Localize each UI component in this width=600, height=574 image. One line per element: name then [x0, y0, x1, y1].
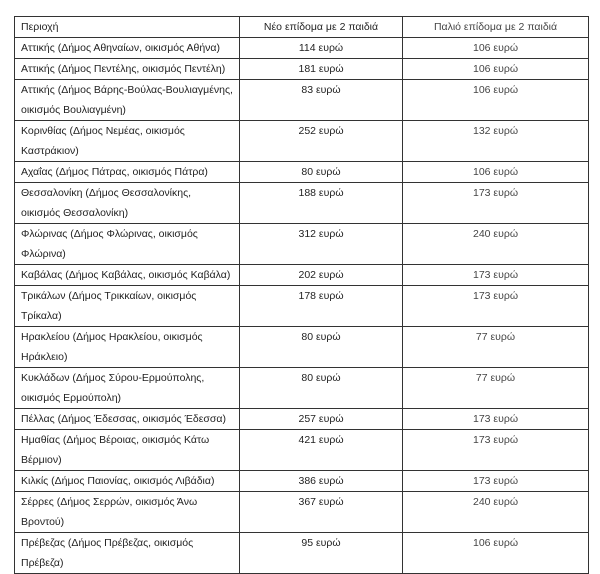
cell-region: Αττικής (Δήμος Αθηναίων, οικισμός Αθήνα)	[14, 37, 240, 59]
table-row: Καβάλας (Δήμος Καβάλας, οικισμός Καβάλα)…	[14, 264, 589, 286]
cell-region: Θεσσαλονίκη (Δήμος Θεσσαλονίκης, οικισμό…	[14, 182, 240, 224]
cell-old-allowance: 106 ευρώ	[402, 37, 589, 59]
cell-new-allowance: 181 ευρώ	[239, 58, 403, 80]
cell-old-allowance: 77 ευρώ	[402, 367, 589, 409]
table-body: Αττικής (Δήμος Αθηναίων, οικισμός Αθήνα)…	[14, 37, 589, 574]
cell-region: Καβάλας (Δήμος Καβάλας, οικισμός Καβάλα)	[14, 264, 240, 286]
table-row: Θεσσαλονίκη (Δήμος Θεσσαλονίκης, οικισμό…	[14, 182, 589, 224]
cell-region: Τρικάλων (Δήμος Τρικκαίων, οικισμός Τρίκ…	[14, 285, 240, 327]
table-row: Κυκλάδων (Δήμος Σύρου-Ερμούπολης, οικισμ…	[14, 367, 589, 409]
cell-new-allowance: 95 ευρώ	[239, 532, 403, 574]
cell-region: Αττικής (Δήμος Πεντέλης, οικισμός Πεντέλ…	[14, 58, 240, 80]
cell-new-allowance: 252 ευρώ	[239, 120, 403, 162]
cell-region: Ηρακλείου (Δήμος Ηρακλείου, οικισμός Ηρά…	[14, 326, 240, 368]
table-row: Αττικής (Δήμος Πεντέλης, οικισμός Πεντέλ…	[14, 58, 589, 80]
cell-region: Σέρρες (Δήμος Σερρών, οικισμός Άνω Βροντ…	[14, 491, 240, 533]
allowance-table: Περιοχή Νέο επίδομα με 2 παιδιά Παλιό επ…	[14, 16, 589, 574]
cell-old-allowance: 173 ευρώ	[402, 182, 589, 224]
table-row: Πέλλας (Δήμος Έδεσσας, οικισμός Έδεσσα) 2…	[14, 408, 589, 430]
cell-region: Κυκλάδων (Δήμος Σύρου-Ερμούπολης, οικισμ…	[14, 367, 240, 409]
table-row: Κορινθίας (Δήμος Νεμέας, οικισμός Καστρά…	[14, 120, 589, 162]
cell-new-allowance: 312 ευρώ	[239, 223, 403, 265]
cell-new-allowance: 114 ευρώ	[239, 37, 403, 59]
cell-region: Αχαΐας (Δήμος Πάτρας, οικισμός Πάτρα)	[14, 161, 240, 183]
table-row: Πρέβεζας (Δήμος Πρέβεζας, οικισμός Πρέβε…	[14, 532, 589, 574]
cell-new-allowance: 257 ευρώ	[239, 408, 403, 430]
cell-region: Ημαθίας (Δήμος Βέροιας, οικισμός Κάτω Βέ…	[14, 429, 240, 471]
cell-old-allowance: 173 ευρώ	[402, 285, 589, 327]
cell-old-allowance: 240 ευρώ	[402, 491, 589, 533]
table-row: Ημαθίας (Δήμος Βέροιας, οικισμός Κάτω Βέ…	[14, 429, 589, 471]
cell-region: Αττικής (Δήμος Βάρης-Βούλας-Βουλιαγμένης…	[14, 79, 240, 121]
cell-new-allowance: 80 ευρώ	[239, 161, 403, 183]
cell-old-allowance: 106 ευρώ	[402, 79, 589, 121]
table-row: Φλώρινας (Δήμος Φλώρινας, οικισμός Φλώρι…	[14, 223, 589, 265]
table-row: Αχαΐας (Δήμος Πάτρας, οικισμός Πάτρα) 80 …	[14, 161, 589, 183]
cell-old-allowance: 77 ευρώ	[402, 326, 589, 368]
cell-new-allowance: 386 ευρώ	[239, 470, 403, 492]
cell-new-allowance: 178 ευρώ	[239, 285, 403, 327]
cell-new-allowance: 202 ευρώ	[239, 264, 403, 286]
cell-new-allowance: 80 ευρώ	[239, 367, 403, 409]
cell-old-allowance: 173 ευρώ	[402, 264, 589, 286]
cell-new-allowance: 367 ευρώ	[239, 491, 403, 533]
cell-old-allowance: 106 ευρώ	[402, 532, 589, 574]
cell-region: Φλώρινας (Δήμος Φλώρινας, οικισμός Φλώρι…	[14, 223, 240, 265]
cell-old-allowance: 240 ευρώ	[402, 223, 589, 265]
cell-old-allowance: 173 ευρώ	[402, 470, 589, 492]
cell-new-allowance: 188 ευρώ	[239, 182, 403, 224]
cell-region: Κορινθίας (Δήμος Νεμέας, οικισμός Καστρά…	[14, 120, 240, 162]
cell-old-allowance: 173 ευρώ	[402, 408, 589, 430]
header-new-allowance: Νέο επίδομα με 2 παιδιά	[239, 16, 403, 38]
table-row: Σέρρες (Δήμος Σερρών, οικισμός Άνω Βροντ…	[14, 491, 589, 533]
header-old-allowance: Παλιό επίδομα με 2 παιδιά	[402, 16, 589, 38]
cell-old-allowance: 106 ευρώ	[402, 58, 589, 80]
table-row: Ηρακλείου (Δήμος Ηρακλείου, οικισμός Ηρά…	[14, 326, 589, 368]
table-row: Κιλκίς (Δήμος Παιονίας, οικισμός Λιβάδια…	[14, 470, 589, 492]
cell-region: Πρέβεζας (Δήμος Πρέβεζας, οικισμός Πρέβε…	[14, 532, 240, 574]
cell-old-allowance: 173 ευρώ	[402, 429, 589, 471]
cell-old-allowance: 132 ευρώ	[402, 120, 589, 162]
cell-region: Πέλλας (Δήμος Έδεσσας, οικισμός Έδεσσα)	[14, 408, 240, 430]
cell-new-allowance: 80 ευρώ	[239, 326, 403, 368]
cell-region: Κιλκίς (Δήμος Παιονίας, οικισμός Λιβάδια…	[14, 470, 240, 492]
header-region: Περιοχή	[14, 16, 240, 38]
cell-new-allowance: 83 ευρώ	[239, 79, 403, 121]
cell-old-allowance: 106 ευρώ	[402, 161, 589, 183]
cell-new-allowance: 421 ευρώ	[239, 429, 403, 471]
table-row: Αττικής (Δήμος Αθηναίων, οικισμός Αθήνα)…	[14, 37, 589, 59]
header-row: Περιοχή Νέο επίδομα με 2 παιδιά Παλιό επ…	[14, 16, 589, 38]
table-row: Αττικής (Δήμος Βάρης-Βούλας-Βουλιαγμένης…	[14, 79, 589, 121]
table-row: Τρικάλων (Δήμος Τρικκαίων, οικισμός Τρίκ…	[14, 285, 589, 327]
